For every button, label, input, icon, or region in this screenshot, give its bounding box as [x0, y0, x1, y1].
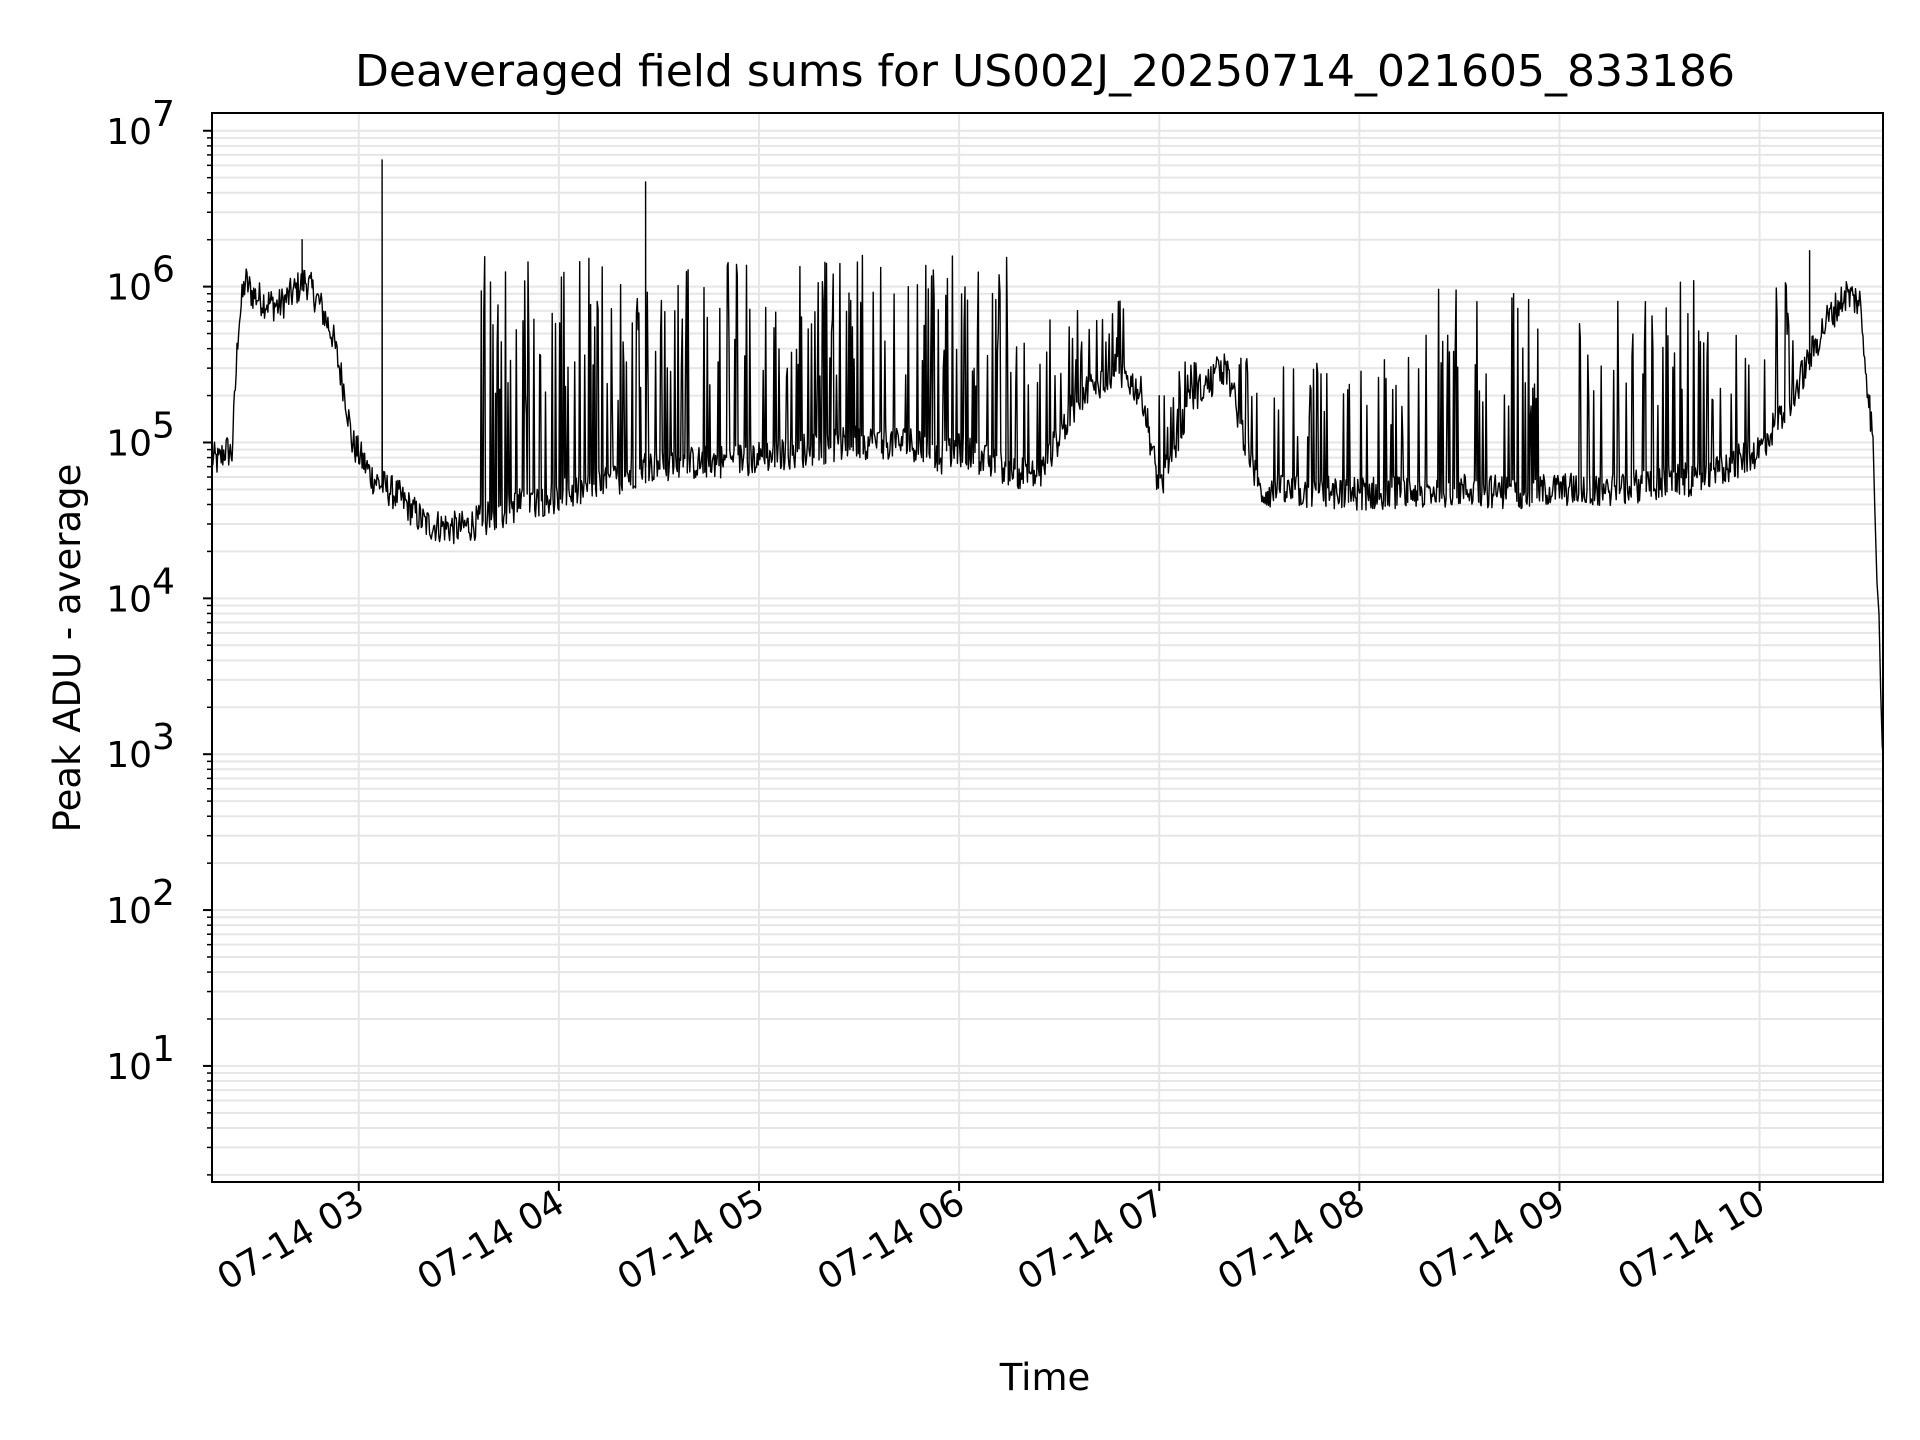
y-tick-exponent: 1: [152, 1029, 175, 1070]
y-tick-label: 10: [106, 735, 152, 776]
y-tick-exponent: 3: [152, 717, 175, 758]
y-axis-label: Peak ADU - average: [46, 464, 89, 833]
y-tick-label: 10: [106, 579, 152, 620]
plot-frame: [211, 112, 1884, 1183]
y-tick-exponent: 2: [152, 873, 175, 914]
y-tick-label: 10: [106, 423, 152, 464]
data-layer: [211, 159, 1884, 755]
y-tick-exponent: 7: [152, 94, 175, 135]
x-axis-label: Time: [999, 1356, 1091, 1399]
series-line: [211, 159, 1884, 755]
y-tick-exponent: 5: [152, 405, 175, 446]
y-tick-label: 10: [106, 268, 152, 309]
y-tick-label: 10: [106, 112, 152, 153]
y-tick-exponent: 4: [152, 561, 175, 602]
y-tick-label: 10: [106, 891, 152, 932]
y-tick-exponent: 6: [152, 250, 175, 291]
y-tick-label: 10: [106, 1047, 152, 1088]
chart-title: Deaveraged field sums for US002J_2025071…: [355, 46, 1735, 97]
